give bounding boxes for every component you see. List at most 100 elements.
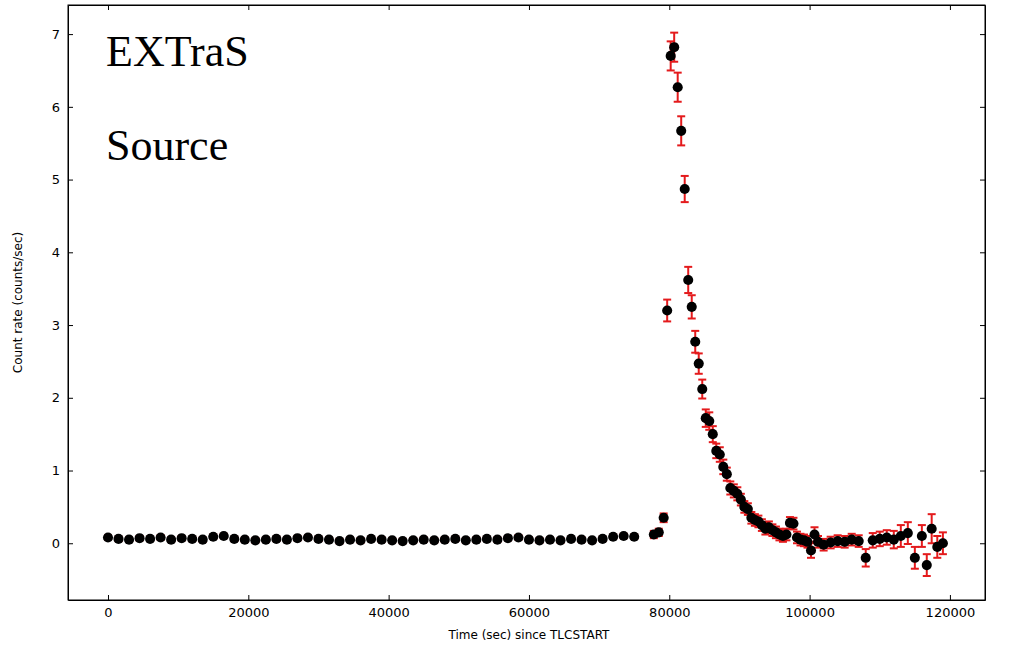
tick [980,34,985,35]
tick-label: 3 [52,318,60,333]
x-axis-top [69,5,986,10]
tick-mark [68,325,73,326]
data-point [697,384,707,394]
tick [980,398,985,399]
data-point [524,535,534,545]
tick-mark [980,325,985,326]
tick: 20000 [228,595,269,620]
axis-line [985,6,986,601]
tick-label: 6 [52,99,60,114]
tick-mark [529,5,530,10]
tick-mark [68,398,73,399]
tick-label: 120000 [926,605,976,620]
data-point [377,535,387,545]
annotation: EXTraSSource [106,27,249,170]
data-point [715,449,725,459]
data-point [166,535,176,545]
tick: 4 [52,245,73,260]
tick-label: 1 [52,463,60,478]
tick-label: 4 [52,245,60,260]
tick [108,5,109,10]
data-point [666,51,676,61]
data-point [854,536,864,546]
tick-mark [810,595,811,600]
data-point [356,535,366,545]
data-point [662,305,672,315]
x-axis: 0 20000 40000 60000 80000 100000 120000 [69,595,986,620]
axis-line [68,6,69,601]
data-point [261,535,271,545]
tick: 3 [52,318,73,333]
data-point [788,519,798,529]
tick [980,325,985,326]
tick-mark [980,107,985,108]
data-point [219,531,229,541]
data-point [429,535,439,545]
tick-label: 80000 [649,605,690,620]
tick [389,5,390,10]
y-axis-right [980,6,986,601]
tick: 0 [104,595,112,620]
tick: 60000 [509,595,550,620]
points [103,42,948,570]
data-point [917,531,927,541]
data-point [722,469,732,479]
tick-mark [669,595,670,600]
tick [980,471,985,472]
data-point [124,535,134,545]
plot-frame [68,5,985,600]
tick [980,543,985,544]
axis-line [69,600,986,601]
y-axis-title: Count rate (counts/sec) [11,232,25,373]
tick-mark [980,34,985,35]
tick-mark [68,252,73,253]
data-point [103,532,113,542]
tick-label: 5 [52,172,60,187]
y-axis: 01234567 [52,6,73,601]
data-point [366,534,376,544]
data-point [271,534,281,544]
tick-mark [68,34,73,35]
tick-label: 0 [104,605,112,620]
tick: 100000 [785,595,835,620]
tick-mark [950,595,951,600]
data-point [608,532,618,542]
data-point [187,534,197,544]
data-point [680,184,690,194]
tick-mark [529,595,530,600]
data-point [419,535,429,545]
error-bars [104,33,947,576]
data-point [387,535,397,545]
data-point [282,535,292,545]
tick [980,180,985,181]
tick-mark [810,5,811,10]
data-point [743,504,753,514]
data-point [566,534,576,544]
tick-mark [68,471,73,472]
tick: 7 [52,27,73,42]
tick: 1 [52,463,73,478]
data-point [555,535,565,545]
data-point [676,126,686,136]
data-point [708,429,718,439]
data-point [440,535,450,545]
tick-mark [980,180,985,181]
data-point [659,513,669,523]
tick-mark [980,252,985,253]
data-point [669,42,679,52]
tick [529,5,530,10]
data-point [313,534,323,544]
data-point [324,535,334,545]
tick-mark [950,5,951,10]
data-point [687,302,697,312]
tick-label: 60000 [509,605,550,620]
data-point [694,359,704,369]
tick [980,107,985,108]
data-point [629,532,639,542]
tick-mark [389,5,390,10]
tick: 40000 [368,595,409,620]
data-point [802,537,812,547]
tick-mark [389,595,390,600]
axis-line [69,5,986,6]
tick-mark [980,471,985,472]
